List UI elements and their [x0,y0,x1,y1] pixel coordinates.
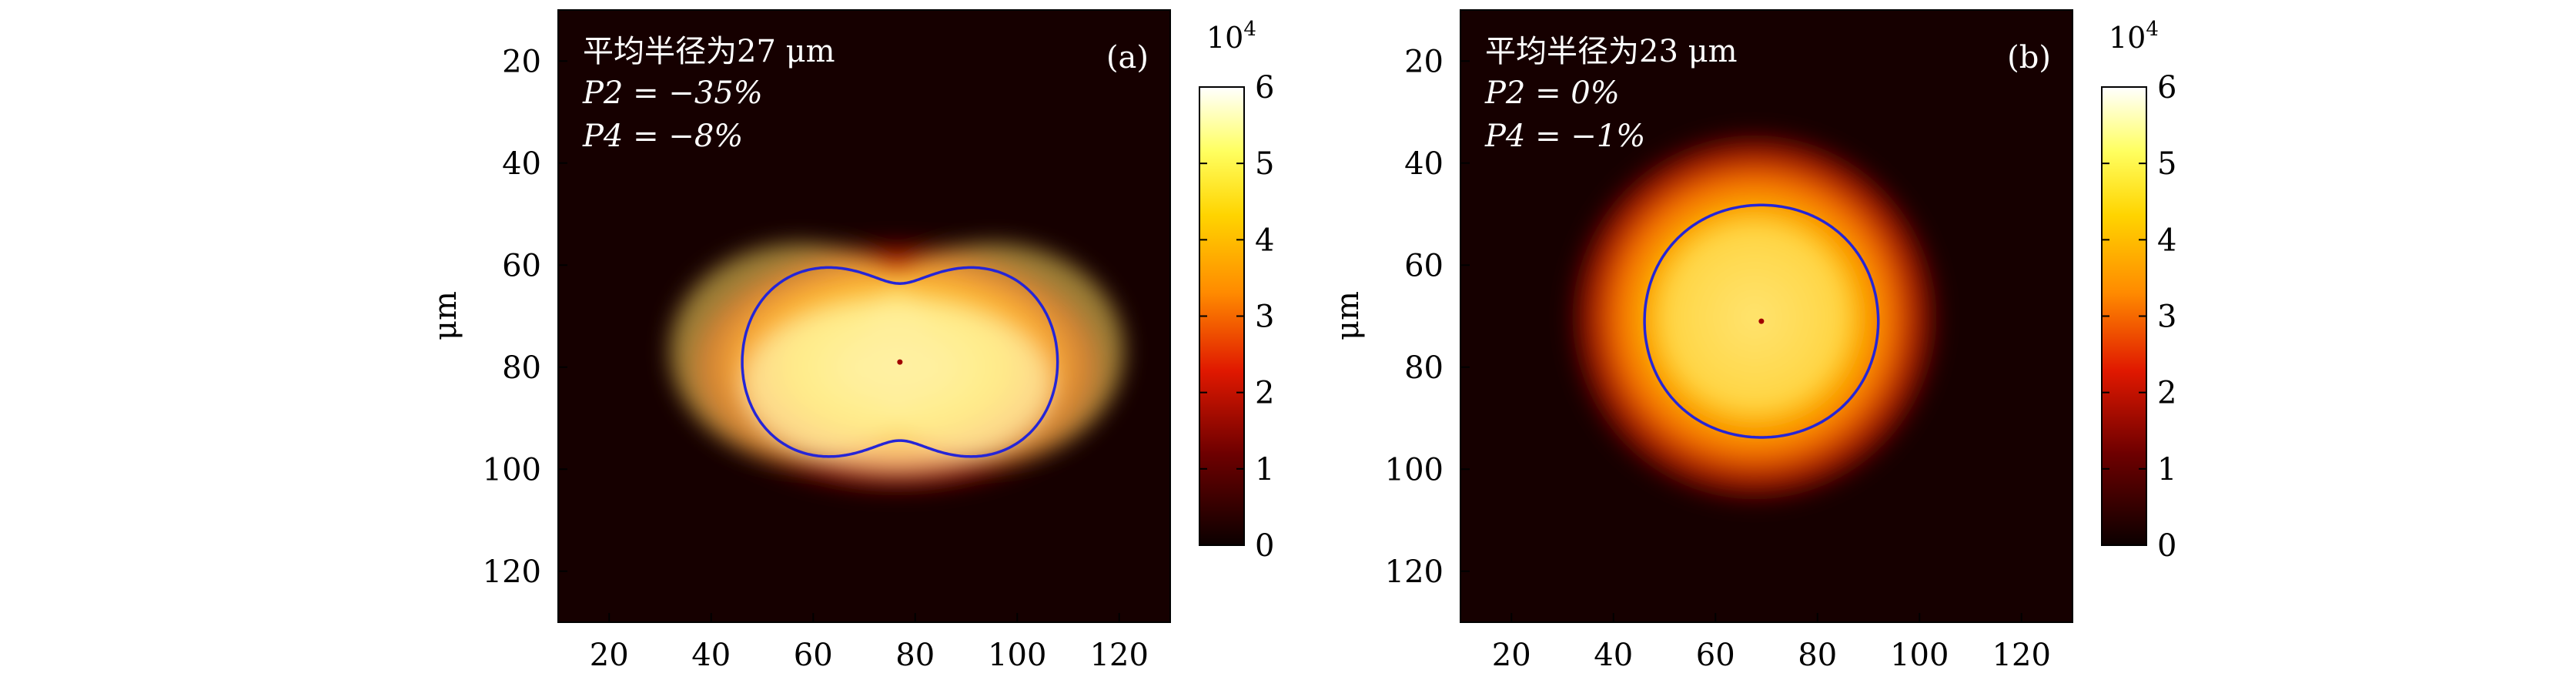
heatmap-a-glow [670,236,1124,497]
colorbar-tick-label: 0 [2157,528,2176,564]
x-tick-label: 100 [1890,638,1949,673]
x-ticks-b: 20 40 60 80 100 120 [1492,613,2051,673]
x-tick-label: 120 [1090,638,1149,673]
contour-b [1643,203,1880,439]
colorbar-tick-label: 2 [1255,376,1274,411]
colorbar-tick-label: 1 [1255,452,1274,487]
y-tick-label: 80 [1404,350,1444,386]
colorbar-tick-label: 3 [1255,300,1274,335]
x-tick-label: 100 [988,638,1046,673]
heatmap-b-glow [1562,125,1947,510]
x-tick-label: 40 [691,638,731,673]
colorbar-tick-label: 2 [2157,376,2176,411]
x-tick-label: 80 [895,638,935,673]
annotation-a-radius: 平均半径为27 μm [583,34,835,69]
x-tick-label: 40 [1594,638,1633,673]
y-ticks-b: 20 40 60 80 100 120 [1385,44,1470,590]
y-axis-label-a: μm [428,291,463,340]
y-tick-label: 60 [1404,248,1444,283]
colorbar-tick-label: 4 [1255,223,1274,258]
colorbar-tick-label: 0 [1255,528,1274,564]
panel-label-a: (a) [1106,40,1149,75]
y-tick-label: 40 [502,146,541,182]
center-marker-a [897,359,903,365]
y-tick-label: 20 [502,44,541,79]
colorbar-tick-label: 5 [1255,146,1274,182]
colorbar-b: 0 1 2 3 4 5 6 104 [2101,18,2176,564]
x-tick-label: 60 [1696,638,1735,673]
colorbar-tick-label: 5 [2157,146,2176,182]
annotation-b-p4: P4 = −1% [1484,119,1645,154]
y-tick-label: 80 [502,350,541,386]
colorbar-tick-label: 3 [2157,300,2176,335]
colorbar-tick-label: 6 [2157,70,2176,106]
heatmap-b [1460,10,2073,622]
x-ticks-a: 20 40 60 80 100 120 [590,613,1149,673]
axes-frame-b [1460,9,2073,623]
colorbar-b-exponent: 104 [2109,18,2159,55]
panel-label-b: (b) [2007,40,2051,75]
y-tick-label: 40 [1404,146,1444,182]
annotation-b-p2: P2 = 0% [1484,75,1620,111]
x-tick-label: 20 [590,638,629,673]
y-tick-label: 100 [1385,452,1444,487]
annotation-b-radius: 平均半径为23 μm [1485,34,1738,69]
annotation-a-p4: P4 = −8% [582,119,743,154]
colorbar-tick-label: 4 [2157,223,2176,258]
x-tick-label: 60 [794,638,833,673]
colorbar-tick-label: 6 [1255,70,1274,106]
x-tick-label: 20 [1492,638,1531,673]
y-ticks-a: 20 40 60 80 100 120 [483,44,567,590]
colorbar-a: 0 1 2 3 4 5 6 104 [1199,18,1274,564]
y-axis-label-b: μm [1330,291,1366,340]
y-tick-label: 100 [483,452,541,487]
y-tick-label: 120 [483,554,541,590]
center-marker-b [1758,318,1765,324]
colorbar-a-exponent: 104 [1206,18,1256,55]
contour-a [741,266,1059,458]
annotation-a-p2: P2 = −35% [582,75,763,111]
axes-frame-a [557,9,1171,623]
y-tick-label: 120 [1385,554,1444,590]
colorbar-tick-label: 1 [2157,452,2176,487]
heatmap-a [558,10,1170,622]
colorbar-a-ticks: 0 1 2 3 4 5 6 [1199,70,1274,564]
x-tick-label: 80 [1798,638,1837,673]
y-tick-label: 60 [502,248,541,283]
x-tick-label: 120 [1992,638,2051,673]
colorbar-b-ticks: 0 1 2 3 4 5 6 [2102,70,2176,564]
y-tick-label: 20 [1404,44,1444,79]
